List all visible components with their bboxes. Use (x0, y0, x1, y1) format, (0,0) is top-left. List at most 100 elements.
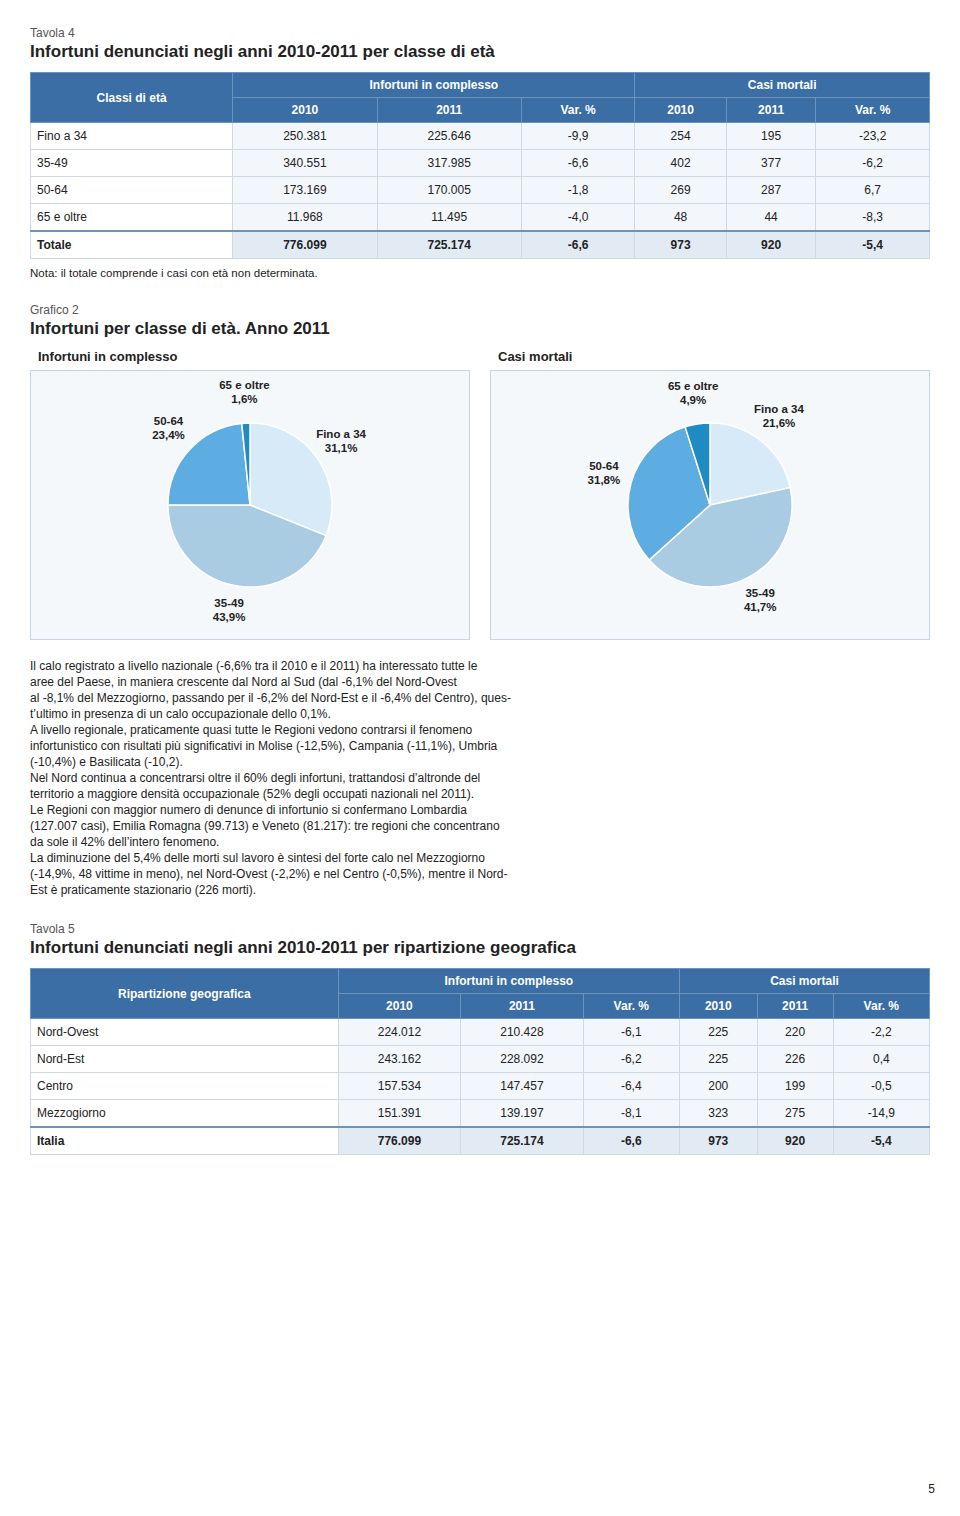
group-header: Infortuni in complesso (233, 73, 635, 98)
table-cell: Nord-Ovest (31, 1019, 339, 1046)
pie-label-name: Fino a 34 (316, 428, 366, 440)
table-cell: 11.495 (377, 204, 521, 232)
body-line: Est è praticamente stazionario (226 mort… (30, 882, 930, 898)
table-cell: 287 (726, 177, 816, 204)
table-cell: 377 (726, 150, 816, 177)
group-header: Infortuni in complesso (338, 969, 679, 994)
table-cell: 250.381 (233, 123, 377, 150)
table-body: Fino a 34250.381225.646-9,9254195-23,235… (31, 123, 930, 259)
table-cell: 173.169 (233, 177, 377, 204)
table-cell: 195 (726, 123, 816, 150)
pie-slice (242, 423, 250, 505)
total-cell: 776.099 (338, 1127, 460, 1155)
pie-chart: Fino a 3421,6%35-4941,7%50-6431,8%65 e o… (490, 370, 930, 640)
pie-label: 50-6423,4% (152, 415, 185, 441)
total-row: Italia776.099725.174-6,6973920-5,4 (31, 1127, 930, 1155)
pie-label: 65 e oltre 4,9% (668, 380, 719, 406)
table-cell: 151.391 (338, 1100, 460, 1128)
table-cell: 243.162 (338, 1046, 460, 1073)
table-cell: 225.646 (377, 123, 521, 150)
table-cell: Fino a 34 (31, 123, 233, 150)
page-number: 5 (928, 1482, 935, 1496)
table-row: 50-64173.169170.005-1,82692876,7 (31, 177, 930, 204)
table-cell: -6,6 (521, 150, 635, 177)
total-cell: 920 (757, 1127, 833, 1155)
pie-slice (168, 505, 326, 587)
column-header: Classi di età (31, 73, 233, 123)
table-cell: -8,1 (583, 1100, 679, 1128)
column-header: 2010 (679, 994, 757, 1019)
table-cell: 48 (635, 204, 726, 232)
pie-label-value: 21,6% (763, 417, 796, 429)
total-cell: 920 (726, 231, 816, 259)
body-line: Il calo registrato a livello nazionale (… (30, 658, 930, 674)
pie-label-name: Fino a 34 (754, 403, 804, 415)
column-header: 2010 (338, 994, 460, 1019)
body-line: territorio a maggiore densità occupazion… (30, 786, 930, 802)
total-cell: Totale (31, 231, 233, 259)
table-label: Tavola 4 (30, 26, 930, 40)
table-cell: 228.092 (461, 1046, 583, 1073)
pie-box: Infortuni in complessoFino a 3431,1%35-4… (30, 349, 470, 644)
table-cell: 147.457 (461, 1073, 583, 1100)
pie-background (31, 371, 470, 640)
table-cell: 402 (635, 150, 726, 177)
pie-slice (685, 423, 710, 505)
pie-label-value: 4,9% (680, 394, 706, 406)
total-cell: 973 (635, 231, 726, 259)
table-cell: 0,4 (833, 1046, 929, 1073)
table-row: 65 e oltre11.96811.495-4,04844-8,3 (31, 204, 930, 232)
body-line: al -8,1% del Mezzogiorno, passando per i… (30, 690, 930, 706)
table-row: 35-49340.551317.985-6,6402377-6,2 (31, 150, 930, 177)
pie-labels: Fino a 3431,1%35-4943,9%50-6423,4%65 e o… (152, 379, 366, 623)
column-header: 2010 (635, 98, 726, 123)
spacer (30, 898, 930, 912)
page: Tavola 4Infortuni denunciati negli anni … (0, 0, 960, 1155)
group-header: Casi mortali (679, 969, 929, 994)
table-cell: 200 (679, 1073, 757, 1100)
total-cell: -5,4 (833, 1127, 929, 1155)
column-header: 2011 (757, 994, 833, 1019)
pie-label: 35-49 41,7% (744, 587, 777, 613)
pie-title: Infortuni in complesso (38, 349, 470, 364)
pie-chart: Fino a 3431,1%35-4943,9%50-6423,4%65 e o… (30, 370, 470, 640)
pie-label-name: 35-49 (214, 597, 243, 609)
table-cell: -14,9 (833, 1100, 929, 1128)
body-line: aree del Paese, in maniera crescente dal… (30, 674, 930, 690)
table-cell: -6,2 (583, 1046, 679, 1073)
table-cell: 269 (635, 177, 726, 204)
column-header: 2010 (233, 98, 377, 123)
table-head: Ripartizione geograficaInfortuni in comp… (31, 969, 930, 1019)
body-text: Il calo registrato a livello nazionale (… (30, 658, 930, 898)
figure-title: Infortuni per classe di età. Anno 2011 (30, 319, 930, 339)
pie-label-name: 35-49 (745, 587, 774, 599)
pie-label-value: 41,7% (744, 601, 777, 613)
column-header: Var. % (583, 994, 679, 1019)
body-line: (127.007 casi), Emilia Romagna (99.713) … (30, 818, 930, 834)
pie-box: Casi mortaliFino a 3421,6%35-4941,7%50-6… (490, 349, 930, 644)
body-line: Nel Nord continua a concentrarsi oltre i… (30, 770, 930, 786)
table-label: Tavola 5 (30, 922, 930, 936)
table-cell: 6,7 (816, 177, 930, 204)
column-header: Ripartizione geografica (31, 969, 339, 1019)
pie-label-name: 65 e oltre (668, 380, 719, 392)
table-cell: 210.428 (461, 1019, 583, 1046)
table-cell: 65 e oltre (31, 204, 233, 232)
table: Classi di etàInfortuni in complessoCasi … (30, 72, 930, 259)
pie-label-value: 23,4% (152, 429, 185, 441)
table-cell: -0,5 (833, 1073, 929, 1100)
figure-label: Grafico 2 (30, 303, 930, 317)
pie-label-value: 43,9% (213, 611, 246, 623)
total-cell: -5,4 (816, 231, 930, 259)
table-cell: 225 (679, 1046, 757, 1073)
column-header: 2011 (377, 98, 521, 123)
column-header: Var. % (816, 98, 930, 123)
table-note: Nota: il totale comprende i casi con età… (30, 267, 930, 279)
total-cell: 973 (679, 1127, 757, 1155)
total-row: Totale776.099725.174-6,6973920-5,4 (31, 231, 930, 259)
table-cell: 317.985 (377, 150, 521, 177)
table-cell: 35-49 (31, 150, 233, 177)
pie-label-name: 65 e oltre (219, 379, 270, 391)
total-cell: Italia (31, 1127, 339, 1155)
pie-label-value: 31,8% (588, 474, 621, 486)
